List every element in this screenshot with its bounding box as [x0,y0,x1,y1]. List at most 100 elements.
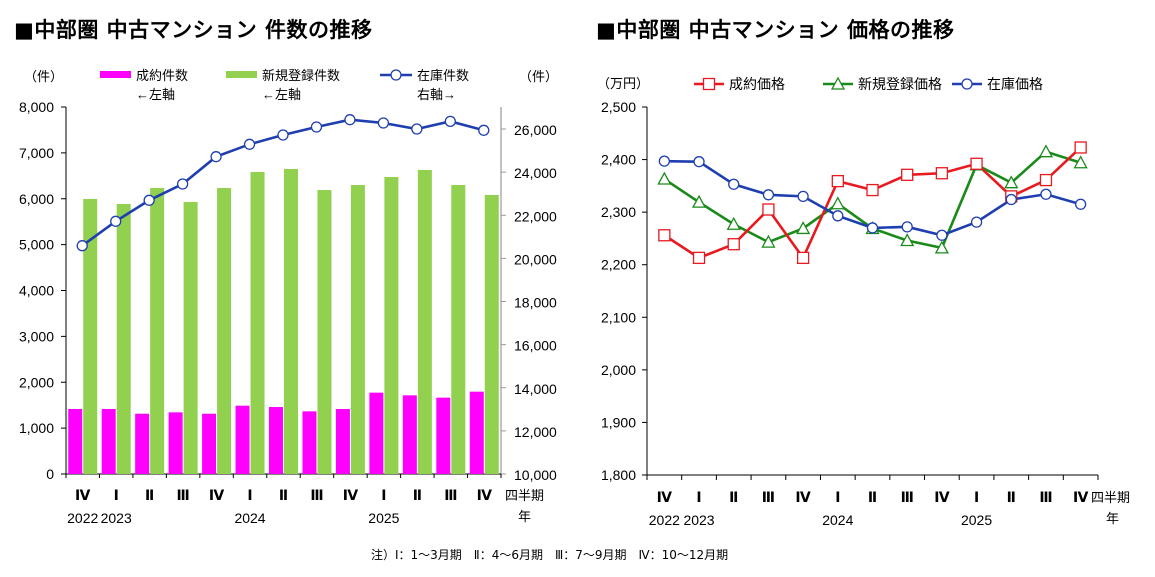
legend-label-new-listing-price: 新規登録価格 [858,76,942,92]
x-quarter-label: Ⅱ [413,487,422,503]
x-quarter-label: Ⅲ [310,487,323,503]
bar-new-listings [451,184,466,475]
x-year-label: 2024 [822,512,853,528]
right-tick-label: 22,000 [514,208,557,224]
x-year-label: 2023 [101,510,132,526]
point-inventory-price [1040,188,1052,200]
point-contract-price [935,167,949,180]
legend-label-contracts: 成約件数 [136,68,188,83]
point-inventory-price [970,216,983,228]
x-year-label: 2025 [368,510,399,526]
legend-marker-inventory-price [961,78,973,90]
x-quarter-label: Ⅳ [934,489,950,505]
x-quarter-label: Ⅱ [279,487,288,503]
point-contract-price [762,203,775,216]
legend-marker-inventory [390,69,402,81]
bar-contracts [302,411,317,474]
left-tick-label: 1,000 [19,420,54,436]
counts-chart: （件） （件） 0 1,000 2,000 3,000 4,000 5,000 6,000 7,0… [19,68,558,526]
bar-new-listings [83,198,98,474]
point-inventory [377,117,390,129]
x-quarter-label: Ⅰ [247,487,252,503]
point-inventory [110,215,122,227]
x-year-label: 2023 [683,512,714,528]
bar-contracts [469,391,484,474]
bar-new-listings [384,177,399,474]
point-new-listing-price [1004,175,1019,189]
x-quarter-label: Ⅳ [1073,489,1089,505]
x-quarter-label: Ⅲ [444,487,457,503]
bar-contracts [168,412,183,474]
left-tick-label: 2,000 [19,374,54,390]
legend-sub-inventory: 右軸→ [417,87,456,102]
right-tick-label: 26,000 [514,122,557,138]
x-quarter-label: Ⅳ [75,487,91,503]
legend: 成約価格 新規登録価格 在庫価格 [694,76,1043,92]
x-quarter-label: Ⅰ [974,489,979,505]
point-inventory-price [866,222,879,234]
left-axis-unit: （件） [24,69,63,84]
point-contract-price [727,238,740,251]
point-inventory-price [1005,193,1017,206]
bar-contracts [202,413,217,474]
legend-marker-new-listing-price [830,76,846,90]
point-new-listing-price [761,234,776,248]
point-new-listing-price [1073,155,1088,169]
x-quarter-label: Ⅳ [795,489,811,505]
point-contract-price [901,168,914,181]
point-inventory-price [1075,198,1087,210]
x-axis-quarter-title: 四半期 [1091,490,1130,505]
right-tick-label: 10,000 [514,467,557,483]
x-quarter-label: Ⅳ [343,487,359,503]
x-quarter-label: Ⅳ [657,489,673,505]
right-tick-label: 20,000 [514,251,557,267]
point-inventory-price [658,155,670,167]
bar-contracts [369,392,384,474]
bar-contracts [335,408,350,474]
right-tick-label: 14,000 [514,381,557,397]
point-inventory-price [728,178,740,190]
point-inventory [344,114,356,126]
bar-new-listings [217,188,232,474]
prices-chart: （万円） 1,800 1,900 2,000 2,100 2,200 2,300 2,400 2… [597,76,1130,528]
left-tick-label: 2,500 [601,99,636,115]
legend-swatch-contracts [100,71,131,78]
prices-chart-title: ■中部圏 中古マンション 価格の推移 [596,18,955,42]
legend-label-inventory: 在庫件数 [417,68,469,83]
point-inventory-price [832,210,844,222]
point-inventory-price [762,189,775,201]
point-new-listing-price [830,196,845,210]
point-contract-price [866,183,879,197]
point-inventory [143,194,155,206]
point-inventory [76,240,88,252]
point-inventory [243,138,256,150]
left-tick-label: 5,000 [19,237,54,253]
left-tick-label: 8,000 [19,99,54,115]
point-inventory [444,115,456,127]
point-new-listing-price [657,171,672,185]
x-axis-quarter-title: 四半期 [505,488,544,503]
bar-new-listings [417,169,432,474]
bar-new-listings [350,184,365,475]
x-quarter-label: Ⅰ [381,487,386,503]
left-tick-label: 2,400 [601,152,636,168]
left-tick-label: 2,100 [601,309,636,325]
point-contract-price [796,251,810,265]
right-tick-label: 24,000 [514,165,557,181]
point-new-listing-price [1038,144,1054,158]
point-inventory [310,121,323,133]
bar-new-listings [116,204,131,474]
point-inventory [277,129,289,141]
bar-contracts [402,395,417,474]
x-quarter-label: Ⅳ [209,487,225,503]
point-inventory-price [693,156,705,168]
x-axis-year-title: 年 [518,509,531,524]
x-quarter-label: Ⅱ [729,489,738,505]
right-tick-label: 12,000 [514,424,557,440]
right-tick-label: 18,000 [514,295,557,311]
point-new-listing-price [726,216,741,230]
point-new-listing-price [796,221,811,235]
left-axis-unit: （万円） [597,76,649,91]
x-year-label: 2022 [67,510,98,526]
